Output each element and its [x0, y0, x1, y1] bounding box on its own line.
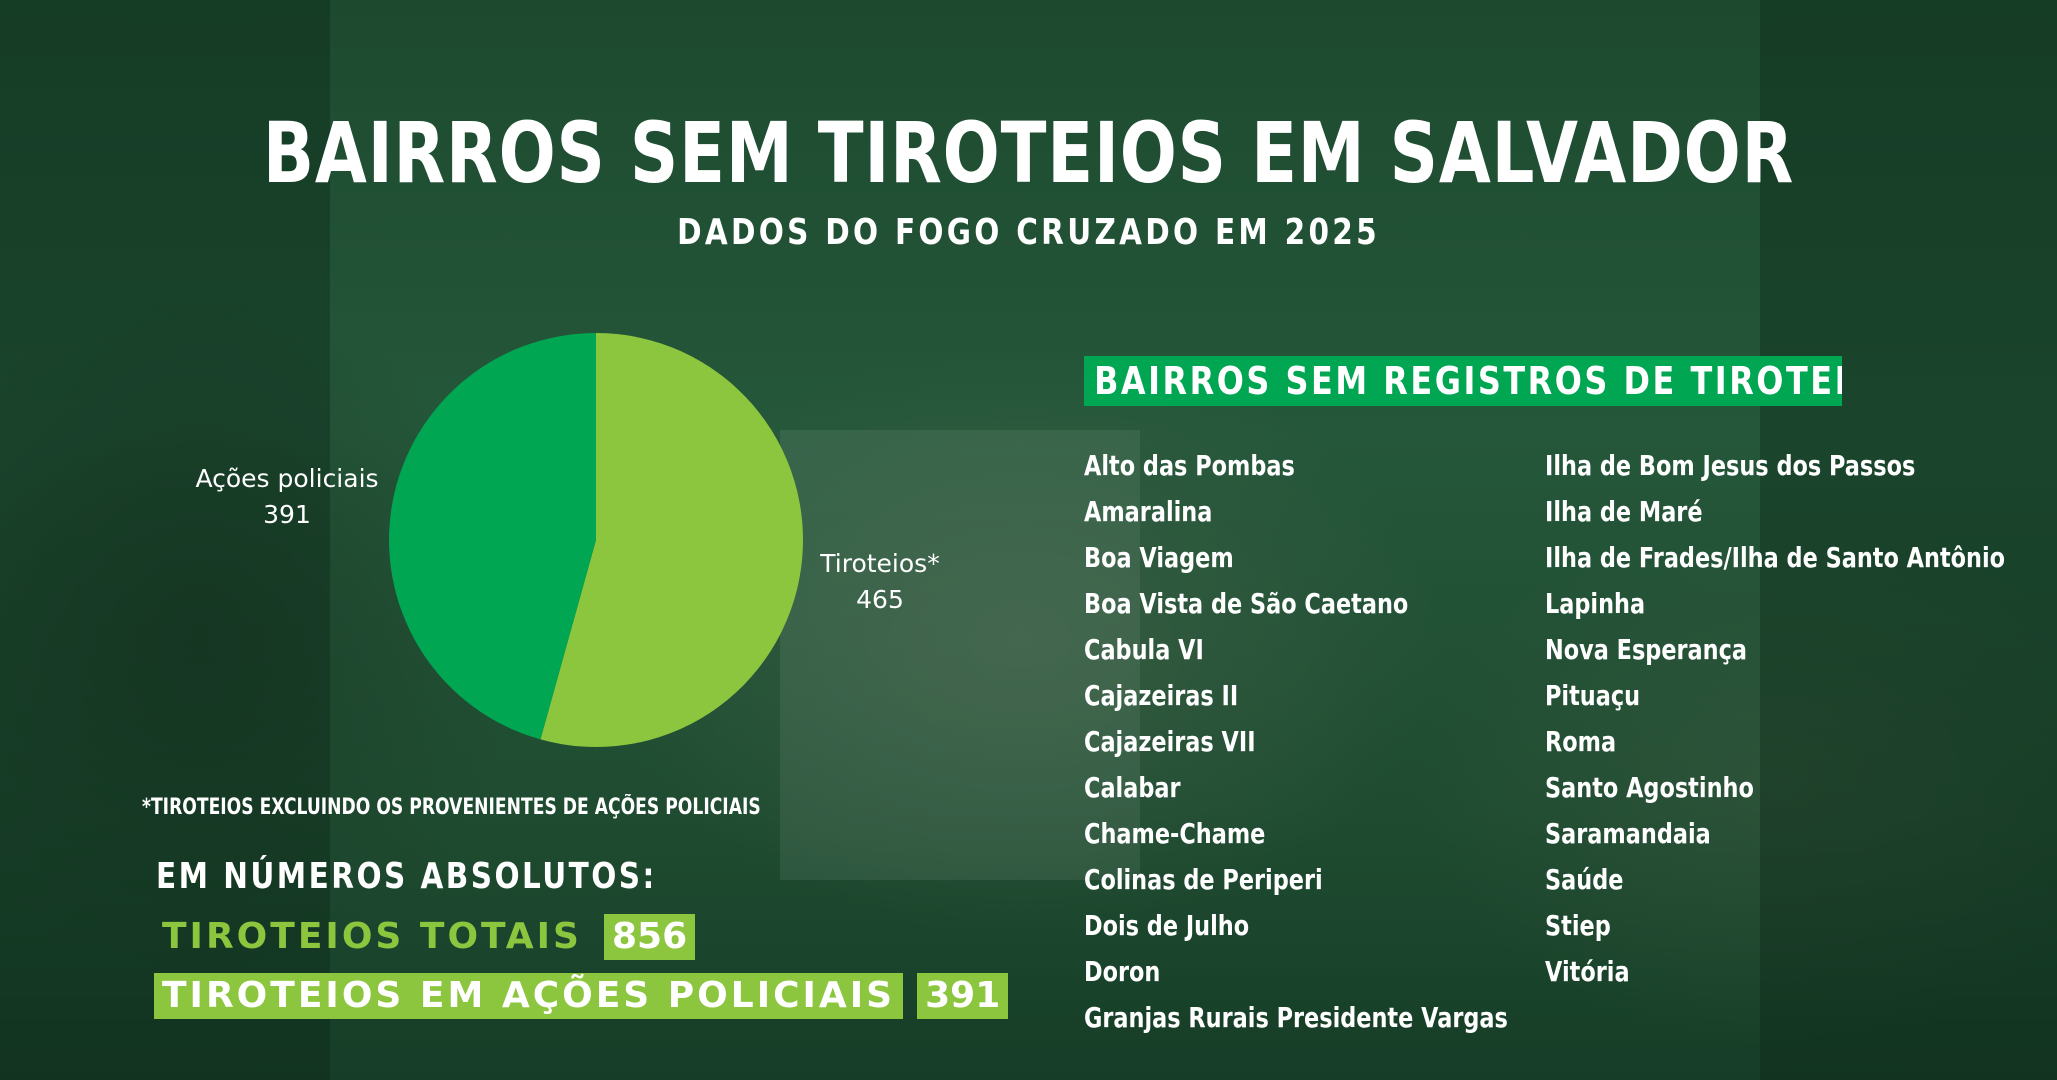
- neighborhood-item: Calabar: [1084, 771, 1181, 804]
- neighborhood-item: Lapinha: [1545, 587, 1646, 620]
- stat-total-label: TIROTEIOS TOTAIS: [162, 916, 582, 957]
- pie-label-tiroteios-name: Tiroteios*: [820, 549, 940, 578]
- pie-slice-1: [389, 333, 596, 740]
- neighborhood-item: Roma: [1545, 725, 1617, 758]
- neighborhood-item: Saúde: [1545, 863, 1624, 896]
- neighborhood-item: Stiep: [1545, 909, 1611, 942]
- neighborhood-item: Alto das Pombas: [1084, 449, 1295, 482]
- neighborhood-item: Boa Vista de São Caetano: [1084, 587, 1409, 620]
- neighborhood-item: Ilha de Maré: [1545, 495, 1703, 528]
- neighborhood-item: Boa Viagem: [1084, 541, 1234, 574]
- neighborhoods-heading: BAIRROS SEM REGISTROS DE TIROTEIOS: [1084, 356, 1842, 406]
- neighborhoods-heading-text: BAIRROS SEM REGISTROS DE TIROTEIOS: [1094, 359, 1842, 403]
- absolute-numbers-heading: EM NÚMEROS ABSOLUTOS:: [156, 856, 657, 897]
- neighborhoods-column-2: Ilha de Bom Jesus dos Passos Ilha de Maré…: [1545, 446, 2057, 998]
- neighborhood-item: Pituaçu: [1545, 679, 1641, 712]
- pie-label-tiroteios-value: 465: [856, 585, 904, 614]
- neighborhood-item: Ilha de Bom Jesus dos Passos: [1545, 449, 1916, 482]
- neighborhood-item: Nova Esperança: [1545, 633, 1748, 666]
- neighborhood-item: Colinas de Periperi: [1084, 863, 1323, 896]
- footnote: *TIROTEIOS EXCLUINDO OS PROVENIENTES DE …: [142, 795, 761, 820]
- page-title: BAIRROS SEM TIROTEIOS EM SALVADOR: [262, 104, 1795, 202]
- neighborhood-item: Ilha de Frades/Ilha de Santo Antônio: [1545, 541, 2006, 574]
- stat-total-value: 856: [604, 914, 696, 960]
- pie-label-policiais-value: 391: [263, 500, 311, 529]
- pie-label-policiais: Ações policiais 391: [172, 461, 402, 533]
- neighborhood-item: Dois de Julho: [1084, 909, 1250, 942]
- neighborhood-item: Vitória: [1545, 955, 1630, 988]
- stat-police-value: 391: [917, 973, 1009, 1019]
- neighborhoods-column-1: Alto das Pombas Amaralina Boa Viagem Boa Vi…: [1084, 446, 1614, 1044]
- stat-police-label: TIROTEIOS EM AÇÕES POLICIAIS: [154, 973, 904, 1019]
- neighborhood-item: Chame-Chame: [1084, 817, 1266, 850]
- pie-label-policiais-name: Ações policiais: [195, 464, 379, 493]
- neighborhood-item: Doron: [1084, 955, 1161, 988]
- pie-label-tiroteios: Tiroteios* 465: [798, 546, 962, 618]
- neighborhood-item: Cajazeiras II: [1084, 679, 1239, 712]
- stat-total: TIROTEIOS TOTAIS 856: [154, 914, 696, 960]
- page-subtitle: DADOS DO FOGO CRUZADO EM 2025: [677, 212, 1380, 253]
- neighborhood-item: Cabula VI: [1084, 633, 1204, 666]
- neighborhood-item: Granjas Rurais Presidente Vargas: [1084, 1001, 1508, 1034]
- neighborhood-item: Cajazeiras VII: [1084, 725, 1256, 758]
- neighborhood-item: Amaralina: [1084, 495, 1213, 528]
- neighborhood-item: Santo Agostinho: [1545, 771, 1754, 804]
- stat-police: TIROTEIOS EM AÇÕES POLICIAIS 391: [154, 973, 1009, 1019]
- neighborhood-item: Saramandaia: [1545, 817, 1711, 850]
- pie-slice-0: [540, 333, 804, 747]
